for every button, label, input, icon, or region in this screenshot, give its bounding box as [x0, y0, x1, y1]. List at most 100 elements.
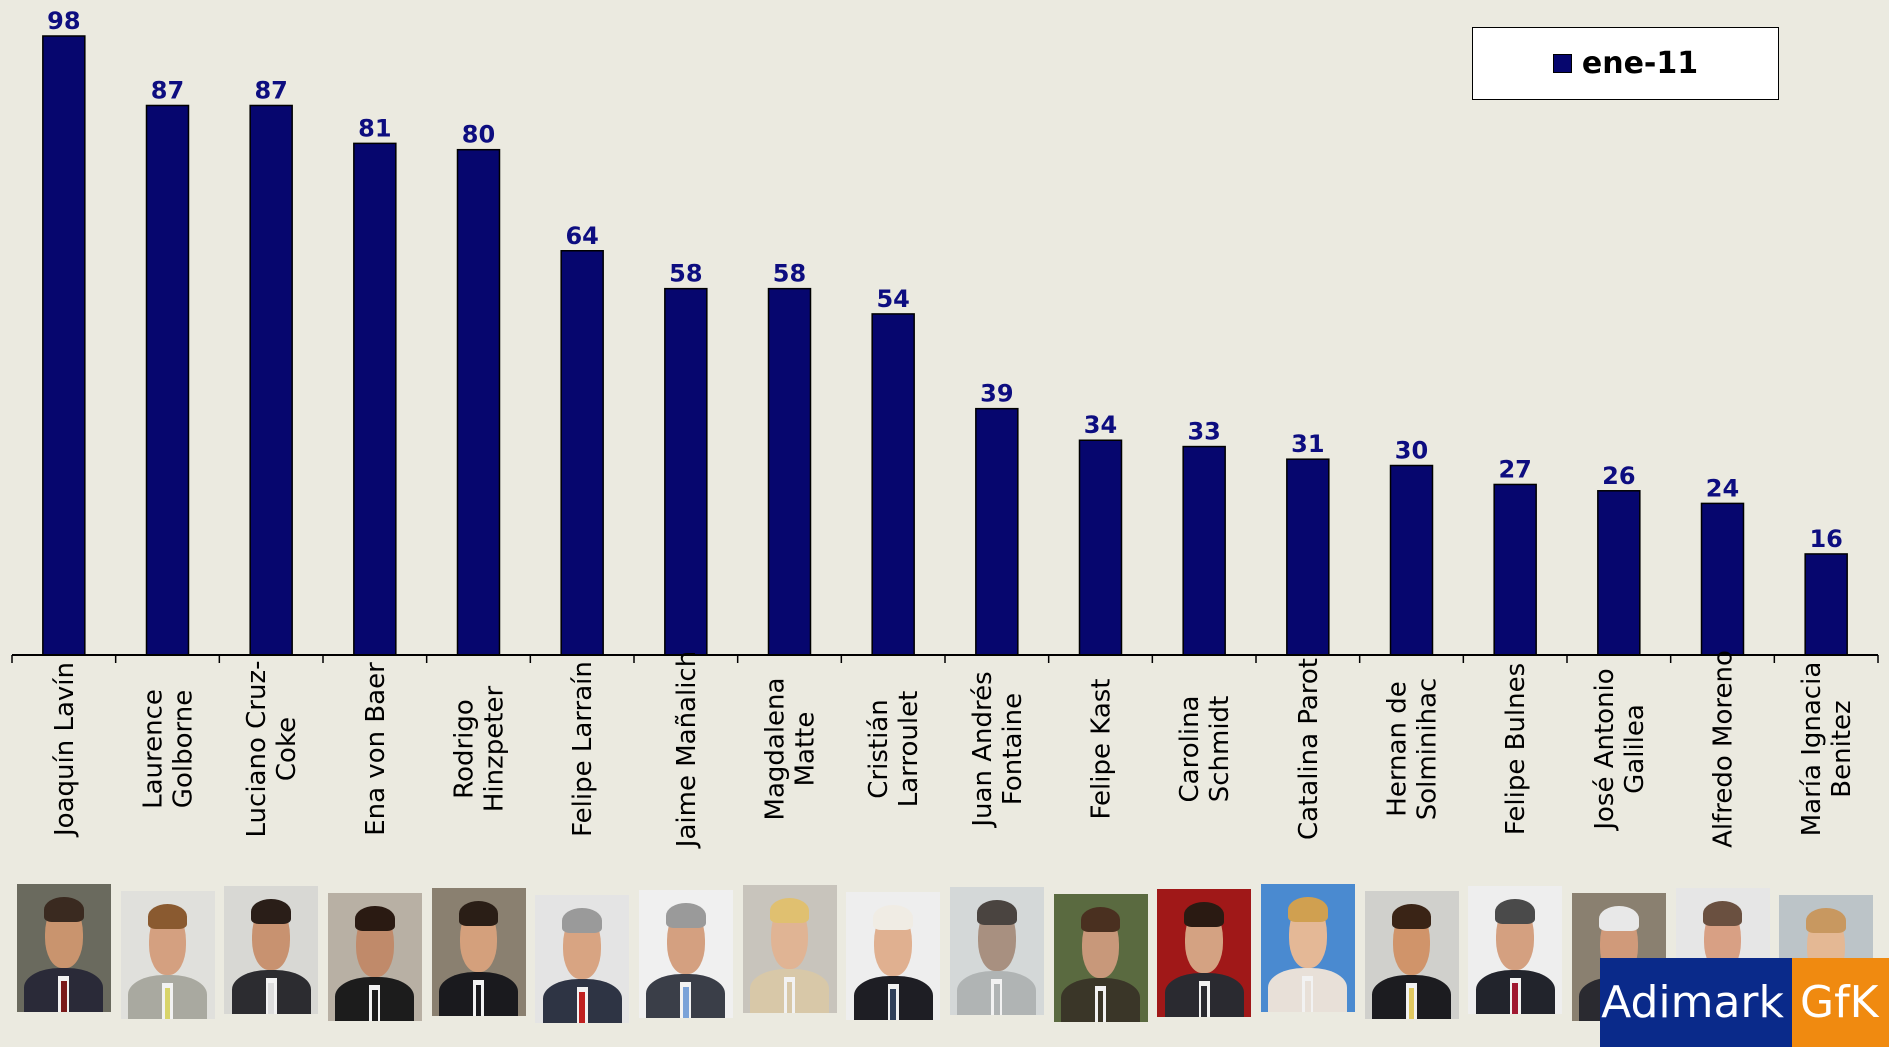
category-label-line: Benitez: [1827, 700, 1857, 797]
category-label: Ena von Baer: [361, 662, 391, 836]
category-label-line: Fontaine: [998, 693, 1028, 805]
category-label: RodrigoHinzpeter: [450, 686, 510, 813]
category-label-line: José Antonio: [1590, 668, 1620, 831]
bar-value-label: 81: [358, 114, 391, 142]
portrait-photo: [1053, 894, 1148, 1022]
category-label: MagdalenaMatte: [761, 678, 821, 821]
bar-value-label: 98: [47, 7, 80, 35]
portrait-photo: [431, 888, 526, 1016]
legend-swatch: [1552, 54, 1572, 73]
logo-part-2: GfK: [1792, 958, 1889, 1047]
bar: [1286, 458, 1330, 656]
category-label-line: Cristián: [864, 699, 894, 798]
category-label-line: Felipe Kast: [1087, 678, 1117, 819]
bar: [1078, 439, 1123, 656]
bar-value-label: 58: [669, 260, 702, 288]
category-labels-group: Joaquín Lavín LaurenceGolborne Luciano Cru…: [50, 650, 1857, 849]
bar: [1804, 553, 1848, 656]
category-label-line: Juan Andrés: [968, 671, 998, 828]
portrait-photo: [1364, 891, 1459, 1019]
category-label-line: Hinzpeter: [480, 686, 510, 813]
category-label: CarolinaSchmidt: [1175, 696, 1235, 803]
category-label-line: Solminihac: [1413, 678, 1443, 821]
bar-value-label: 33: [1187, 418, 1220, 446]
category-label-line: Luciano Cruz-: [242, 661, 272, 838]
category-label-line: Schmidt: [1205, 696, 1235, 803]
category-label-line: Larroulet: [894, 691, 924, 808]
portrait-photo: [949, 887, 1044, 1015]
category-label-line: Carolina: [1175, 696, 1205, 803]
bar: [145, 104, 190, 656]
category-label: CristiánLarroulet: [864, 691, 924, 808]
category-label-line: Magdalena: [761, 678, 791, 821]
portrait-photo: [846, 892, 941, 1020]
category-label: Felipe Kast: [1087, 678, 1117, 819]
bar: [975, 407, 1019, 656]
category-label: Felipe Bulnes: [1501, 663, 1531, 835]
bar: [1389, 464, 1434, 656]
category-label: Hernan deSolminihac: [1383, 678, 1443, 821]
category-label: Joaquín Lavín: [50, 662, 80, 838]
portrait-photo: [638, 890, 733, 1018]
bar-value-label: 80: [462, 121, 495, 149]
x-axis-ticks: [11, 655, 1879, 663]
portrait-photo: [535, 895, 630, 1023]
bar: [767, 287, 812, 656]
bar: [1182, 445, 1226, 656]
category-label-line: Jaime Mañalich: [672, 651, 702, 849]
bar-value-label: 16: [1809, 525, 1842, 553]
bar-value-label: 87: [151, 76, 184, 104]
bar: [664, 287, 708, 656]
category-label: Felipe Larraín: [568, 661, 598, 837]
category-label-line: María Ignacia: [1797, 662, 1827, 837]
category-label: José AntonioGalilea: [1590, 668, 1650, 831]
logo-part-1: Adimark: [1600, 958, 1792, 1047]
legend-label: ene-11: [1581, 46, 1699, 81]
bar: [353, 142, 397, 656]
category-label-line: Ena von Baer: [361, 662, 391, 836]
category-label: Jaime Mañalich: [672, 651, 702, 849]
bar: [871, 313, 915, 656]
category-label: Catalina Parot: [1294, 658, 1324, 840]
bar-value-label: 64: [565, 222, 598, 250]
bar: [560, 250, 604, 656]
category-label-line: Golborne: [169, 690, 199, 808]
portrait-photo: [742, 885, 837, 1013]
category-label-line: Galilea: [1620, 704, 1650, 794]
bar: [1493, 483, 1537, 656]
bar-value-label: 30: [1395, 437, 1428, 465]
category-label-line: Coke: [272, 717, 302, 781]
category-label-line: Rodrigo: [450, 699, 480, 799]
category-label-line: Laurence: [139, 689, 169, 809]
category-label: Alfredo Moreno: [1709, 650, 1739, 848]
bar: [456, 148, 501, 656]
category-label: Luciano Cruz-Coke: [242, 661, 302, 838]
bar: [42, 35, 86, 656]
bar-value-label: 26: [1602, 462, 1635, 490]
bars-group: [42, 35, 1848, 656]
bar-value-label: 39: [980, 380, 1013, 408]
portrait-photo: [1468, 886, 1563, 1014]
portrait-photo: [1260, 884, 1355, 1012]
category-label-line: Hernan de: [1383, 681, 1413, 816]
adimark-gfk-logo: Adimark GfK: [1600, 958, 1889, 1047]
bar-value-label: 27: [1498, 455, 1531, 483]
bar-value-label: 31: [1291, 430, 1324, 458]
bar: [1597, 490, 1641, 656]
category-label-line: Felipe Bulnes: [1501, 663, 1531, 835]
value-labels-group: 98 87 87 81 80 64 58 58 54 39 34 33 31 30 27 26 24 16: [47, 7, 1843, 553]
bar-value-label: 87: [254, 76, 287, 104]
category-label-line: Catalina Parot: [1294, 658, 1324, 840]
portrait-photo: [224, 886, 319, 1014]
bar: [1700, 502, 1745, 656]
bar-value-label: 24: [1706, 474, 1739, 502]
bar-value-label: 54: [876, 285, 909, 313]
category-label: LaurenceGolborne: [139, 689, 199, 809]
bar-value-label: 58: [773, 260, 806, 288]
category-label: Juan AndrésFontaine: [968, 671, 1028, 828]
portrait-photo: [16, 884, 111, 1012]
category-label-line: Matte: [791, 712, 821, 787]
category-label: María IgnaciaBenitez: [1797, 662, 1857, 837]
category-label-line: Felipe Larraín: [568, 661, 598, 837]
